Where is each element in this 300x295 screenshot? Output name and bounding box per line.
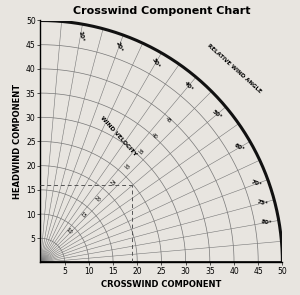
Y-axis label: HEADWIND COMPONENT: HEADWIND COMPONENT [13,84,22,199]
Text: 80°: 80° [261,219,273,226]
Text: 15: 15 [79,211,87,219]
Text: 50°: 50° [211,109,222,120]
Title: Crosswind Component Chart: Crosswind Component Chart [73,6,250,16]
Text: 25: 25 [107,179,116,187]
Text: 30: 30 [122,163,130,172]
Text: 45: 45 [164,116,173,124]
Text: 75°: 75° [256,199,268,207]
Text: 30°: 30° [151,57,160,69]
Text: 60°: 60° [233,142,246,153]
X-axis label: CROSSWIND COMPONENT: CROSSWIND COMPONENT [101,281,222,289]
Text: 20: 20 [93,195,102,203]
Text: 20°: 20° [115,40,123,53]
Text: 35: 35 [136,148,144,156]
Text: 10: 10 [65,227,73,235]
Text: 40: 40 [150,132,159,140]
Text: WIND VELOCITY: WIND VELOCITY [99,116,137,158]
Text: 10°: 10° [77,30,84,42]
Text: 70°: 70° [250,180,262,188]
Text: 40°: 40° [183,81,194,92]
Text: RELATIVE WIND ANGLE: RELATIVE WIND ANGLE [206,43,262,94]
